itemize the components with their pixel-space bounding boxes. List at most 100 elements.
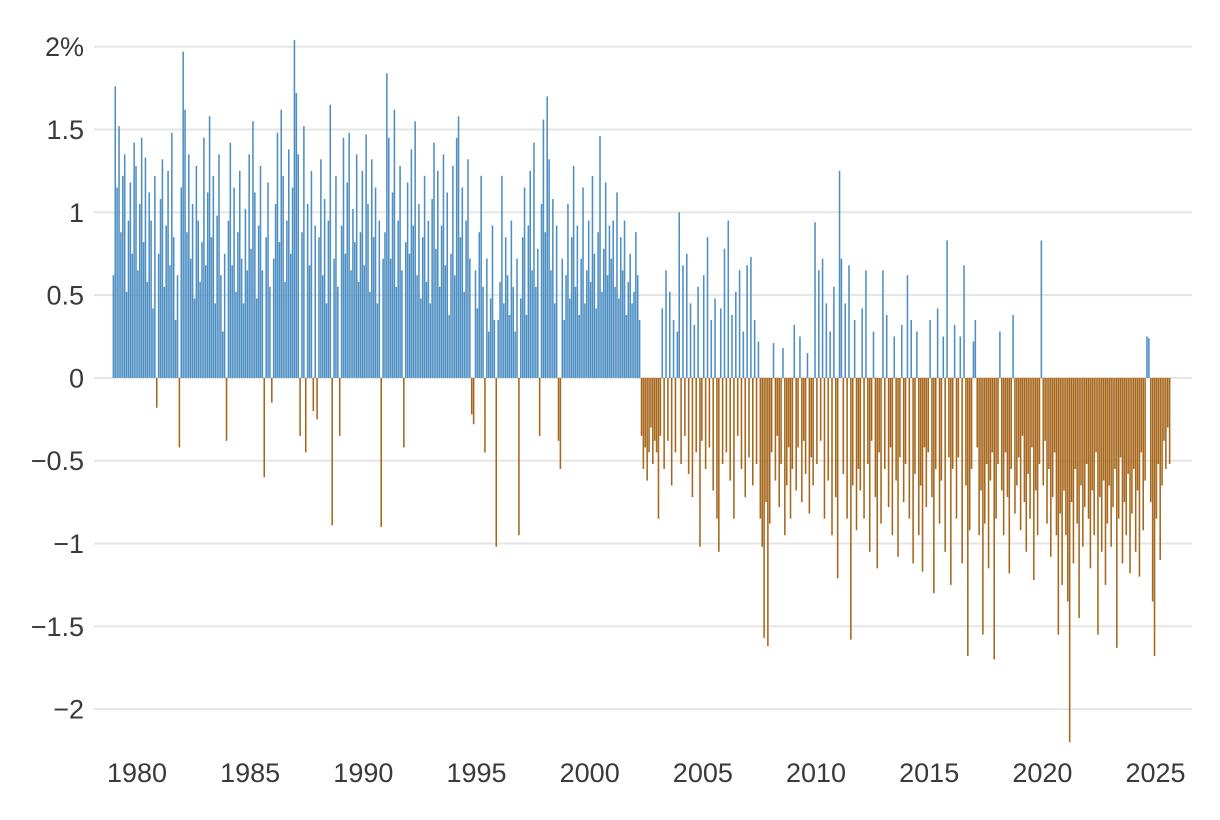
bar-month-positive — [163, 286, 166, 378]
bar-month-positive — [140, 137, 143, 378]
bar-month-positive — [289, 253, 292, 378]
bar-month-positive — [169, 265, 171, 378]
bar-month-positive — [821, 258, 824, 378]
bar-month-negative — [1057, 377, 1060, 635]
bar-month-positive — [321, 275, 324, 378]
bar-month-negative — [729, 377, 731, 481]
bar-month-negative — [1051, 377, 1054, 498]
bar-month-negative — [744, 377, 747, 498]
bar-month-positive — [508, 314, 511, 378]
bar-month-positive — [252, 121, 254, 378]
bar-month-positive — [391, 192, 394, 378]
bar-month-positive — [269, 286, 271, 378]
bar-month-positive — [374, 187, 377, 378]
bar-month-positive — [286, 220, 288, 378]
bar-month-negative — [1074, 377, 1077, 469]
bar-month-positive — [825, 303, 828, 378]
y-axis-tick-label: −2 — [53, 695, 84, 725]
bar-month-positive — [295, 93, 298, 378]
bar-month-positive — [205, 265, 207, 378]
bar-month-negative — [908, 377, 911, 519]
bar-month-negative — [1093, 377, 1095, 536]
bar-month-positive — [325, 303, 328, 378]
bar-month-negative — [1134, 377, 1137, 552]
bar-month-positive — [399, 165, 401, 378]
bar-month-positive — [139, 204, 141, 378]
bar-month-positive — [587, 220, 590, 378]
bar-month-positive — [474, 270, 477, 378]
bar-month-positive — [546, 96, 548, 378]
bar-month-negative — [1082, 377, 1084, 547]
bar-month-positive — [442, 154, 445, 378]
bar-month-negative — [1031, 377, 1033, 448]
bar-month-negative — [1068, 377, 1071, 743]
bar-month-negative — [791, 377, 794, 469]
bar-month-positive — [125, 291, 128, 378]
bar-month-positive — [416, 275, 418, 378]
bar-month-negative — [1144, 377, 1146, 481]
bar-month-positive — [689, 303, 692, 378]
bar-month-positive — [606, 275, 609, 378]
bar-month-positive — [844, 303, 846, 378]
x-axis-tick-label: 1990 — [333, 758, 393, 788]
bar-month-negative — [712, 377, 714, 491]
bar-month-negative — [823, 377, 826, 519]
bar-month-positive — [414, 121, 416, 378]
bar-month-positive — [555, 225, 558, 378]
bar-month-positive — [593, 253, 596, 378]
bar-month-negative — [917, 377, 920, 536]
bar-month-positive — [450, 253, 452, 378]
bar-month-negative — [955, 377, 958, 519]
bar-month-positive — [350, 270, 352, 378]
bar-month-negative — [691, 377, 694, 498]
bar-month-positive — [367, 204, 369, 378]
bar-month-positive — [203, 137, 205, 378]
bar-month-negative — [263, 377, 266, 478]
bar-month-positive — [376, 303, 379, 378]
bar-month-positive — [135, 165, 137, 378]
bar-month-positive — [582, 187, 584, 378]
bar-month-positive — [291, 187, 294, 378]
bar-month-positive — [172, 237, 175, 378]
bar-month-positive — [123, 154, 126, 378]
bar-month-positive — [242, 303, 245, 378]
bar-month-negative — [304, 377, 307, 453]
bar-month-negative — [776, 377, 779, 436]
bar-month-positive — [248, 154, 250, 378]
bar-month-positive — [510, 220, 513, 378]
bar-month-negative — [933, 377, 935, 594]
bar-month-negative — [1036, 377, 1039, 536]
bar-month-negative — [812, 377, 814, 486]
bar-month-negative — [961, 377, 963, 564]
bar-month-positive — [567, 204, 569, 378]
bar-month-positive — [191, 204, 194, 378]
bar-month-negative — [927, 377, 929, 453]
bar-month-negative — [640, 377, 643, 436]
bar-month-positive — [161, 159, 164, 378]
bar-month-positive — [627, 281, 630, 378]
bar-month-negative — [655, 377, 658, 453]
bar-month-positive — [446, 192, 449, 378]
bar-month-positive — [478, 232, 481, 378]
bar-month-positive — [112, 275, 115, 378]
bar-month-positive — [469, 258, 471, 378]
bar-month-positive — [523, 187, 526, 378]
bar-month-positive — [420, 298, 422, 378]
bar-month-positive — [635, 232, 637, 378]
x-axis-tick-label: 2005 — [673, 758, 733, 788]
bar-month-positive — [693, 324, 696, 378]
bar-month-negative — [752, 377, 754, 486]
bar-month-negative — [978, 377, 980, 536]
x-axis-tick-label: 2010 — [786, 758, 846, 788]
bar-month-positive — [623, 220, 626, 378]
bar-month-negative — [1067, 377, 1069, 602]
bar-month-positive — [893, 336, 896, 378]
bar-month-positive — [369, 291, 371, 378]
bar-month-positive — [395, 286, 398, 378]
bar-month-positive — [359, 232, 362, 378]
bar-month-positive — [482, 286, 484, 378]
bar-month-positive — [438, 286, 441, 378]
x-axis-tick-label: 2015 — [899, 758, 959, 788]
bar-month-positive — [621, 270, 624, 378]
bar-month-positive — [782, 348, 784, 378]
